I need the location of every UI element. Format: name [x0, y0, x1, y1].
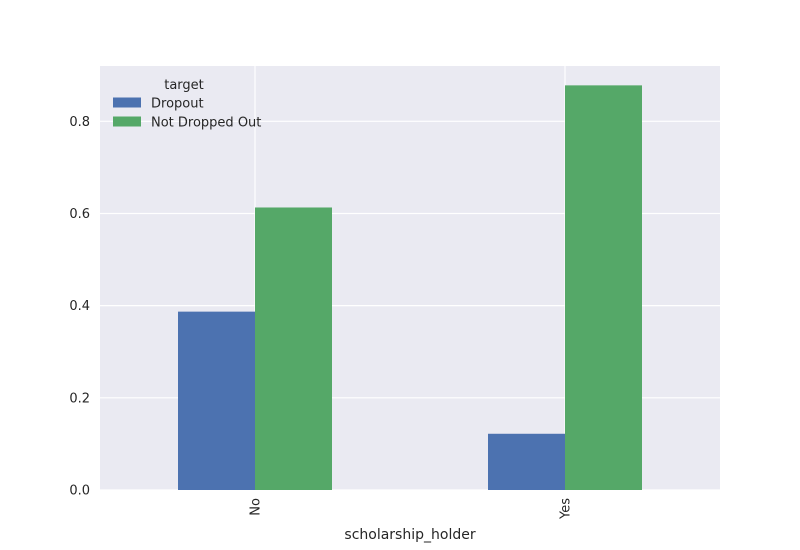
x-tick-labels: No Yes	[249, 498, 574, 520]
legend-label: Not Dropped Out	[151, 116, 261, 131]
bar-dropout-no	[178, 311, 255, 490]
y-tick-labels: 0.0 0.2 0.4 0.6 0.8	[69, 115, 90, 499]
legend-label: Dropout	[151, 97, 204, 112]
y-tick-label: 0.6	[69, 207, 90, 222]
legend-swatch	[113, 116, 141, 127]
y-tick-label: 0.4	[69, 299, 90, 314]
y-tick-label: 0.8	[69, 115, 90, 130]
x-axis-label: scholarship_holder	[344, 527, 475, 543]
x-tick-label: No	[249, 498, 264, 516]
bar-not-dropped-out-yes	[565, 85, 642, 491]
bar-not-dropped-out-no	[255, 207, 332, 491]
y-tick-label: 0.2	[69, 391, 90, 406]
x-tick-label: Yes	[559, 498, 574, 520]
y-tick-label: 0.0	[69, 484, 90, 499]
legend: target Dropout Not Dropped Out	[113, 78, 261, 131]
bar-dropout-yes	[488, 433, 565, 490]
legend-swatch	[113, 97, 141, 108]
legend-title: target	[164, 78, 204, 93]
bars	[178, 85, 642, 491]
